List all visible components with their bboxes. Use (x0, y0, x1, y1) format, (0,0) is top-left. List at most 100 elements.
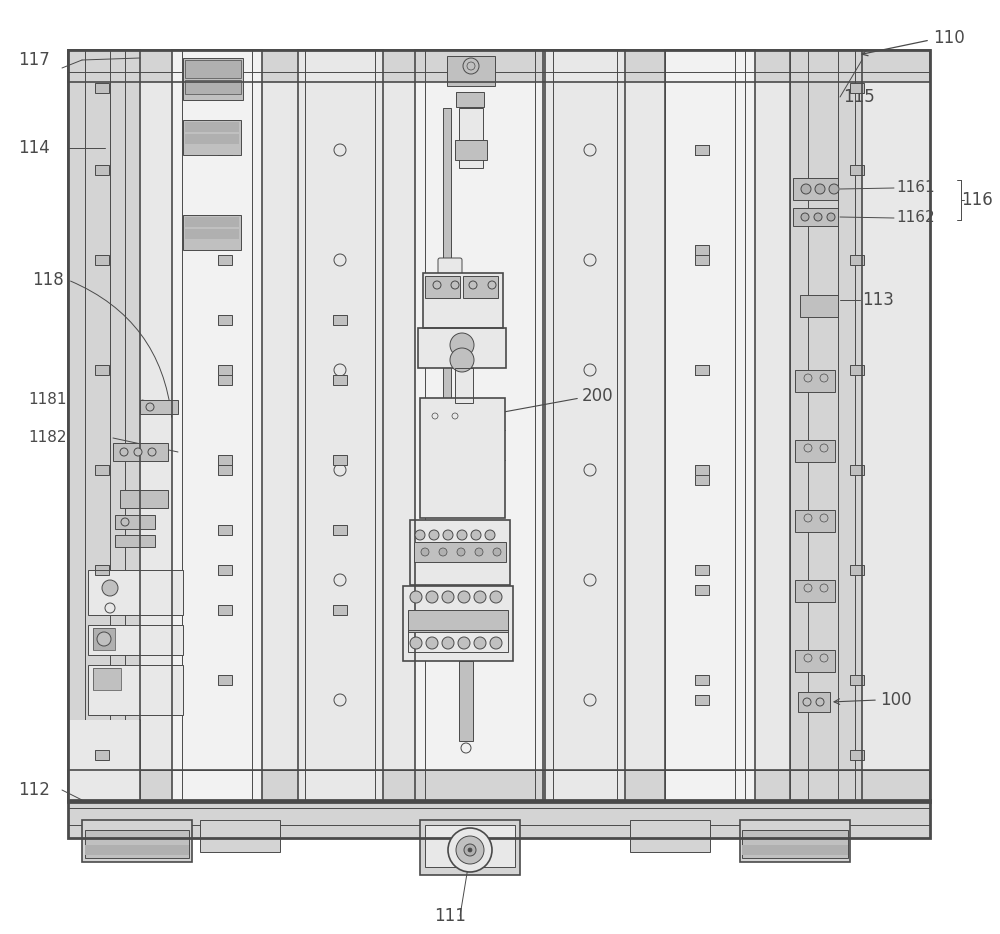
Bar (333, 315, 347, 325)
Text: 111: 111 (434, 907, 466, 925)
Bar (665, 50, 755, 802)
Circle shape (120, 448, 128, 456)
Bar (218, 375, 232, 385)
Bar (93, 628, 115, 650)
Bar (740, 820, 850, 862)
Bar (742, 830, 848, 858)
Bar (695, 365, 709, 375)
Circle shape (410, 637, 422, 649)
Bar (95, 465, 109, 475)
Bar (793, 208, 838, 226)
Text: 1161: 1161 (896, 180, 935, 195)
Bar (455, 368, 473, 403)
Bar (95, 750, 109, 760)
Bar (68, 50, 930, 802)
Bar (85, 830, 189, 858)
Bar (140, 400, 178, 414)
Bar (88, 625, 183, 655)
Circle shape (102, 580, 118, 596)
Bar (115, 515, 155, 529)
Bar (95, 565, 109, 575)
Circle shape (801, 184, 811, 194)
Circle shape (815, 184, 825, 194)
Circle shape (421, 548, 429, 556)
Bar (85, 845, 189, 855)
Bar (403, 586, 513, 661)
Bar (183, 215, 241, 250)
Bar (333, 375, 347, 385)
Text: 110: 110 (933, 29, 965, 47)
Bar (425, 276, 460, 298)
Bar (695, 255, 709, 265)
Bar (218, 605, 232, 615)
Bar (423, 273, 503, 328)
Bar (93, 628, 115, 650)
Bar (742, 830, 848, 858)
Text: 100: 100 (880, 691, 912, 709)
Bar (88, 665, 183, 715)
Bar (218, 145, 232, 155)
Bar (410, 520, 510, 585)
Bar (695, 585, 709, 595)
Bar (850, 675, 864, 685)
Circle shape (463, 58, 479, 74)
Bar (333, 525, 347, 535)
Bar (425, 825, 515, 867)
Bar (85, 830, 189, 858)
Bar (185, 122, 239, 132)
Circle shape (490, 637, 502, 649)
Bar (218, 465, 232, 475)
Circle shape (450, 348, 474, 372)
Circle shape (829, 184, 839, 194)
Bar (95, 255, 109, 265)
Bar (95, 675, 109, 685)
Bar (418, 328, 506, 368)
Bar (333, 605, 347, 615)
Bar (443, 108, 451, 418)
Bar (333, 375, 347, 385)
Bar (68, 720, 140, 800)
Bar (695, 675, 709, 685)
Bar (459, 108, 483, 168)
Bar (218, 255, 232, 265)
Bar (790, 50, 862, 802)
Circle shape (429, 530, 439, 540)
Bar (850, 465, 864, 475)
Text: 114: 114 (18, 139, 50, 157)
Bar (218, 465, 232, 475)
Bar (425, 825, 515, 867)
Bar (740, 820, 850, 862)
Bar (850, 255, 864, 265)
Bar (695, 695, 709, 705)
Bar (790, 50, 862, 802)
Bar (172, 50, 262, 802)
Circle shape (490, 591, 502, 603)
Bar (95, 675, 109, 685)
Bar (95, 365, 109, 375)
Bar (88, 570, 183, 615)
Bar (850, 365, 864, 375)
Text: 1182: 1182 (28, 431, 66, 446)
Circle shape (442, 591, 454, 603)
Bar (456, 92, 484, 107)
Bar (695, 585, 709, 595)
Bar (88, 570, 183, 615)
Bar (415, 50, 543, 802)
Bar (172, 50, 262, 802)
Text: 113: 113 (862, 291, 894, 309)
Bar (695, 465, 709, 475)
Bar (95, 165, 109, 175)
Bar (68, 770, 930, 802)
Bar (695, 245, 709, 255)
Bar (218, 375, 232, 385)
Circle shape (97, 632, 111, 646)
Bar (200, 820, 280, 852)
Bar (218, 525, 232, 535)
Bar (333, 605, 347, 615)
Bar (68, 800, 930, 838)
Bar (459, 661, 473, 741)
Bar (795, 440, 835, 462)
Circle shape (148, 448, 156, 456)
Circle shape (474, 591, 486, 603)
Text: 115: 115 (843, 88, 875, 106)
